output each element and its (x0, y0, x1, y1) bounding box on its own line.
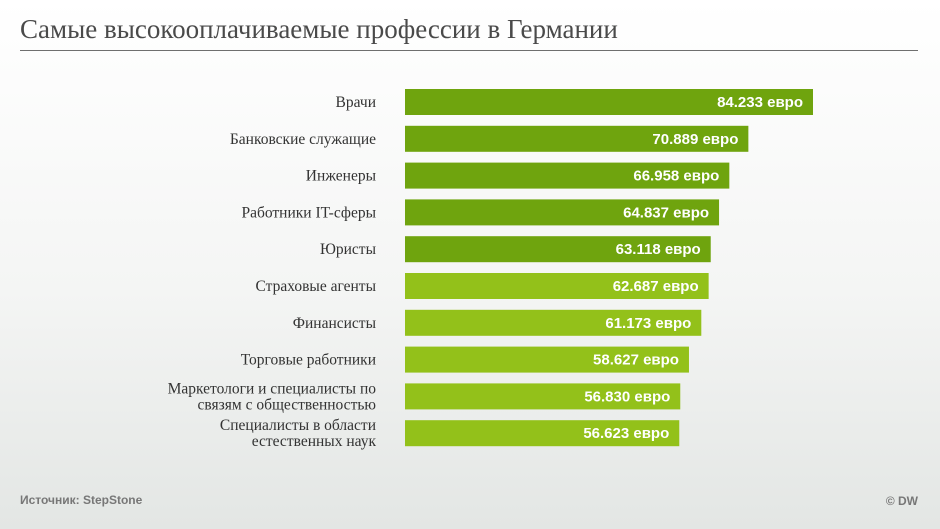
value-label-6: 62.687 евро (613, 278, 699, 295)
bar-10 (405, 420, 680, 447)
bar-1 (405, 89, 813, 115)
source-note: Источник: StepStone (20, 493, 143, 507)
category-label-5: Юристы (320, 241, 377, 258)
category-label-10-line-2: естественных наук (252, 433, 377, 450)
category-label-6: Страховые агенты (255, 278, 376, 295)
category-label-3: Инженеры (306, 168, 377, 185)
bar-5 (405, 236, 711, 263)
bar-8 (405, 346, 689, 373)
value-label-7: 61.173 евро (605, 315, 691, 332)
bar-4 (405, 199, 720, 226)
title-divider (20, 50, 918, 51)
value-label-8: 58.627 евро (593, 352, 679, 369)
value-label-10: 56.623 евро (583, 425, 669, 442)
bar-3 (405, 162, 730, 189)
value-label-2: 70.889 евро (652, 131, 738, 148)
category-label-2: Банковские служащие (230, 131, 376, 148)
value-label-4: 64.837 евро (623, 204, 709, 221)
bar-9 (405, 383, 681, 410)
bar-7 (405, 309, 702, 336)
value-label-9: 56.830 евро (584, 388, 670, 405)
category-label-7: Финансисты (293, 315, 377, 332)
category-label-1: Врачи (336, 94, 376, 111)
category-label-9-line-1: Маркетологи и специалисты по (168, 380, 377, 397)
category-label-10-line-1: Специалисты в области (220, 417, 376, 434)
bar-2 (405, 125, 749, 152)
copyright-note: © DW (885, 494, 918, 508)
value-label-1: 84.233 евро (717, 94, 803, 111)
bar-6 (405, 273, 709, 299)
category-label-8: Торговые работники (241, 352, 376, 369)
category-label-4: Работники IT-сферы (241, 204, 376, 221)
chart-title: Самые высокооплачиваемые профессии в Гер… (20, 14, 618, 44)
value-label-5: 63.118 евро (616, 241, 701, 258)
value-label-3: 66.958 евро (633, 168, 719, 185)
category-label-9-line-2: связям с общественностью (198, 396, 376, 413)
